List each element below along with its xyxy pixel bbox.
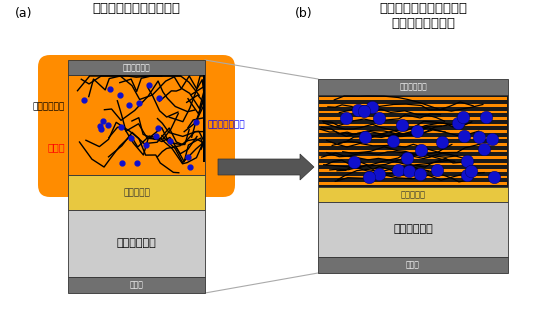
Text: 集電体: 集電体 — [130, 280, 144, 289]
Text: 本研究における実用的な
リチウム空気電池: 本研究における実用的な リチウム空気電池 — [379, 2, 467, 30]
Bar — [318, 79, 508, 95]
Text: 集電体＋流路: 集電体＋流路 — [123, 63, 150, 72]
Bar — [68, 60, 205, 75]
Bar — [319, 130, 507, 133]
Text: カーボン正極: カーボン正極 — [33, 102, 65, 112]
Bar — [318, 187, 508, 202]
Bar — [319, 156, 507, 159]
Text: リチウム負極: リチウム負極 — [393, 225, 433, 234]
Bar — [319, 97, 507, 100]
Bar — [319, 169, 507, 172]
Bar — [319, 117, 507, 120]
Bar — [319, 111, 507, 113]
Bar — [318, 95, 508, 187]
Bar — [318, 202, 508, 257]
FancyBboxPatch shape — [38, 55, 235, 197]
Bar — [318, 257, 508, 273]
Text: (b): (b) — [295, 7, 312, 20]
Bar — [319, 104, 507, 107]
Bar — [319, 163, 507, 165]
Bar — [68, 175, 205, 210]
Bar — [319, 176, 507, 179]
Bar — [68, 277, 205, 293]
Text: リチウム負極: リチウム負極 — [117, 238, 156, 249]
Text: 従来のリチウム空気電池: 従来のリチウム空気電池 — [92, 2, 180, 15]
FancyArrow shape — [218, 154, 314, 180]
Text: セパレータ: セパレータ — [400, 190, 426, 199]
Bar — [68, 210, 205, 277]
Text: 集電体: 集電体 — [406, 261, 420, 270]
Text: (a): (a) — [15, 7, 32, 20]
Text: セパレータ: セパレータ — [123, 188, 150, 197]
Bar — [319, 137, 507, 139]
Bar — [68, 75, 205, 175]
Text: 電解液: 電解液 — [47, 142, 65, 152]
Text: 過酸化リチウム: 過酸化リチウム — [208, 121, 246, 129]
Bar — [319, 150, 507, 152]
Text: 集電体＋流路: 集電体＋流路 — [399, 83, 427, 91]
Bar — [319, 182, 507, 185]
Bar — [319, 143, 507, 146]
Bar — [319, 123, 507, 126]
